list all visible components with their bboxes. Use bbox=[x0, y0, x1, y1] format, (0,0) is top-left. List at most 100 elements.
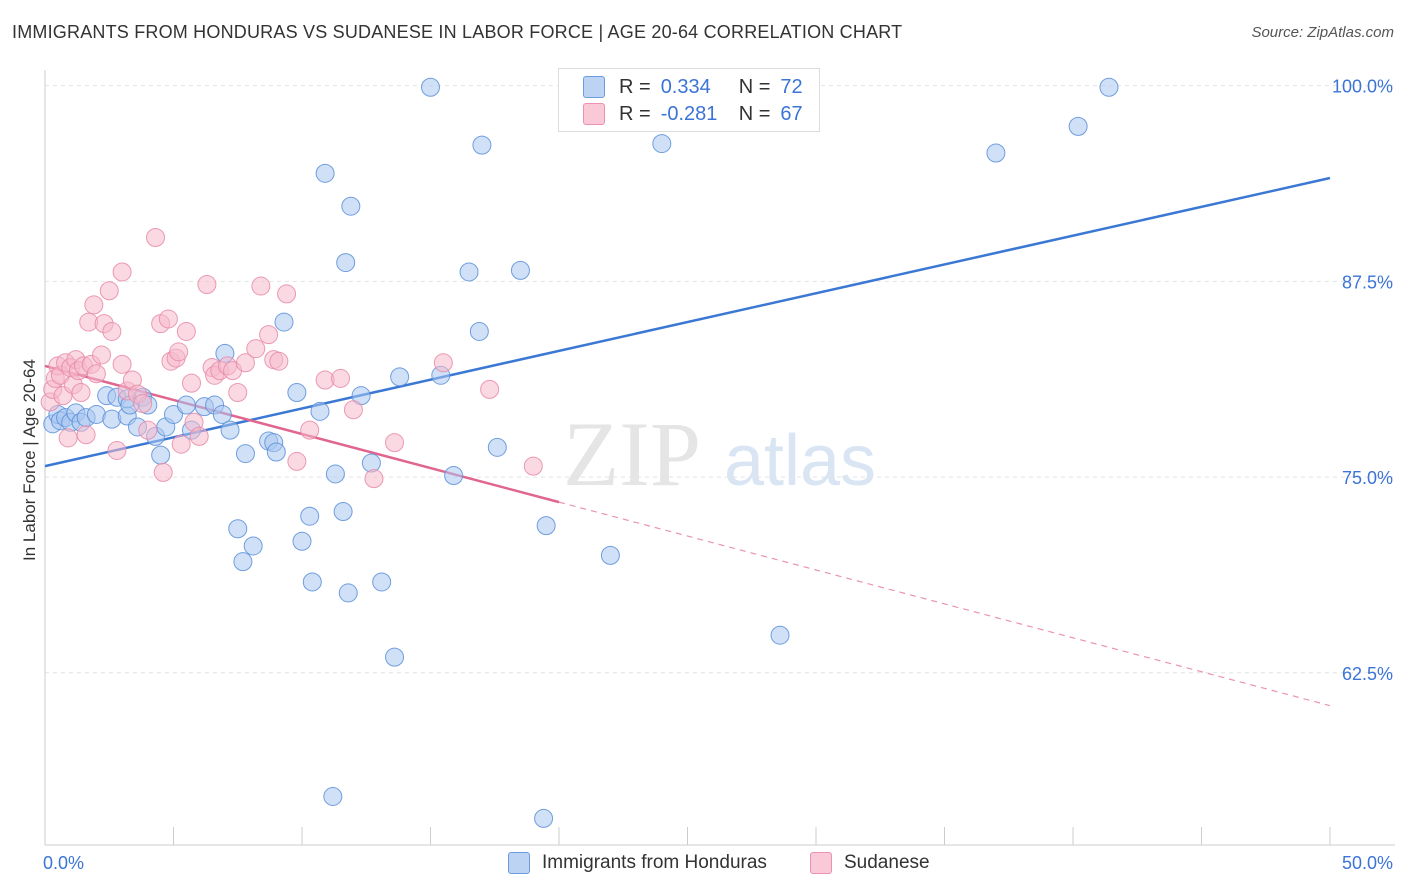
point-sudanese bbox=[246, 339, 266, 359]
point-honduras bbox=[151, 445, 171, 465]
point-sudanese bbox=[277, 284, 297, 304]
point-honduras bbox=[266, 442, 286, 462]
point-honduras bbox=[459, 262, 479, 282]
point-sudanese bbox=[92, 345, 112, 365]
point-sudanese bbox=[146, 228, 166, 248]
point-sudanese bbox=[364, 469, 384, 489]
chart-title: IMMIGRANTS FROM HONDURAS VS SUDANESE IN … bbox=[12, 22, 903, 42]
y-tick-label: 62.5% bbox=[1342, 664, 1393, 684]
point-honduras bbox=[510, 260, 530, 280]
point-sudanese bbox=[523, 456, 543, 476]
point-honduras bbox=[336, 253, 356, 273]
legend-r-label: R = bbox=[619, 75, 651, 98]
legend-swatch-pink bbox=[583, 103, 605, 125]
point-honduras bbox=[302, 572, 322, 592]
point-sudanese bbox=[181, 373, 201, 393]
point-honduras bbox=[220, 420, 240, 440]
legend-n-label: N = bbox=[738, 75, 771, 98]
point-honduras bbox=[243, 536, 263, 556]
source-label: Source: ZipAtlas.com bbox=[1251, 24, 1394, 41]
bottom-legend-label: Immigrants from Honduras bbox=[542, 852, 767, 873]
point-sudanese bbox=[228, 383, 248, 403]
watermark-zip: ZIP bbox=[563, 403, 701, 505]
point-honduras bbox=[287, 383, 307, 403]
y-tick-label: 75.0% bbox=[1342, 468, 1393, 488]
legend-n-value: 72 bbox=[780, 75, 803, 98]
legend-row-sudanese: R = -0.281 N = 67 bbox=[583, 101, 803, 127]
point-honduras bbox=[444, 466, 464, 486]
point-sudanese bbox=[84, 295, 104, 315]
bottom-legend-sudanese: Sudanese bbox=[810, 852, 930, 874]
point-sudanese bbox=[76, 425, 96, 445]
point-sudanese bbox=[197, 274, 217, 294]
point-sudanese bbox=[251, 276, 271, 296]
legend-n-label: N = bbox=[738, 102, 771, 125]
bottom-legend-honduras: Immigrants from Honduras bbox=[508, 852, 767, 874]
grid bbox=[45, 85, 1395, 674]
point-honduras bbox=[235, 444, 255, 464]
stats-legend: R = 0.334 N = 72 R = -0.281 N = 67 bbox=[558, 68, 820, 132]
point-honduras bbox=[323, 786, 343, 806]
bottom-legend-label: Sudanese bbox=[844, 852, 930, 873]
point-honduras bbox=[212, 404, 232, 424]
legend-r-label: R = bbox=[619, 102, 651, 125]
point-honduras bbox=[341, 196, 361, 216]
point-sudanese bbox=[169, 342, 189, 362]
point-honduras bbox=[487, 437, 507, 457]
point-honduras bbox=[102, 409, 122, 429]
point-honduras bbox=[372, 572, 392, 592]
point-sudanese bbox=[71, 383, 91, 403]
point-honduras bbox=[325, 464, 345, 484]
point-honduras bbox=[292, 531, 312, 551]
point-honduras bbox=[986, 143, 1006, 163]
point-honduras bbox=[310, 401, 330, 421]
legend-swatch-blue bbox=[583, 76, 605, 98]
axes bbox=[44, 70, 1395, 846]
point-sudanese bbox=[153, 462, 173, 482]
trend-line-sudanese-extrapolated bbox=[558, 501, 1331, 707]
y-tick-label: 100.0% bbox=[1332, 77, 1393, 97]
point-honduras bbox=[333, 502, 353, 522]
point-sudanese bbox=[235, 353, 255, 373]
watermark: ZIP atlas bbox=[563, 403, 876, 505]
legend-row-honduras: R = 0.334 N = 72 bbox=[583, 74, 803, 100]
point-sudanese bbox=[480, 379, 500, 399]
point-honduras bbox=[421, 77, 440, 97]
point-honduras bbox=[534, 808, 554, 828]
x-tick-label: 50.0% bbox=[1342, 853, 1393, 873]
point-sudanese bbox=[112, 262, 132, 282]
point-honduras bbox=[472, 135, 492, 155]
point-sudanese bbox=[269, 351, 289, 371]
x-tick-label: 0.0% bbox=[43, 853, 84, 873]
point-sudanese bbox=[189, 426, 209, 446]
point-sudanese bbox=[112, 354, 132, 374]
point-sudanese bbox=[58, 428, 78, 448]
watermark-atlas: atlas bbox=[724, 421, 876, 501]
point-honduras bbox=[536, 516, 556, 536]
point-honduras bbox=[770, 625, 790, 645]
point-sudanese bbox=[133, 393, 153, 413]
point-honduras bbox=[385, 647, 405, 667]
y-tick-label: 87.5% bbox=[1342, 272, 1393, 292]
legend-n-value: 67 bbox=[780, 102, 803, 125]
point-honduras bbox=[469, 321, 489, 341]
point-honduras bbox=[274, 312, 294, 332]
legend-swatch-pink bbox=[810, 852, 832, 874]
point-honduras bbox=[390, 367, 410, 387]
point-honduras bbox=[652, 134, 672, 154]
point-honduras bbox=[315, 163, 335, 183]
y-axis-label: In Labor Force | Age 20-64 bbox=[20, 359, 39, 561]
legend-r-value: -0.281 bbox=[660, 102, 718, 125]
point-honduras bbox=[228, 519, 248, 539]
legend-swatch-blue bbox=[508, 852, 530, 874]
point-sudanese bbox=[287, 451, 307, 471]
point-honduras bbox=[233, 552, 253, 572]
point-sudanese bbox=[343, 400, 363, 420]
tick-labels: 100.0% 87.5% 75.0% 62.5% 0.0% 50.0% bbox=[43, 77, 1393, 873]
point-sudanese bbox=[138, 420, 158, 440]
point-sudanese bbox=[176, 321, 196, 341]
point-sudanese bbox=[158, 309, 178, 329]
point-honduras bbox=[1099, 77, 1119, 97]
point-sudanese bbox=[171, 434, 191, 454]
